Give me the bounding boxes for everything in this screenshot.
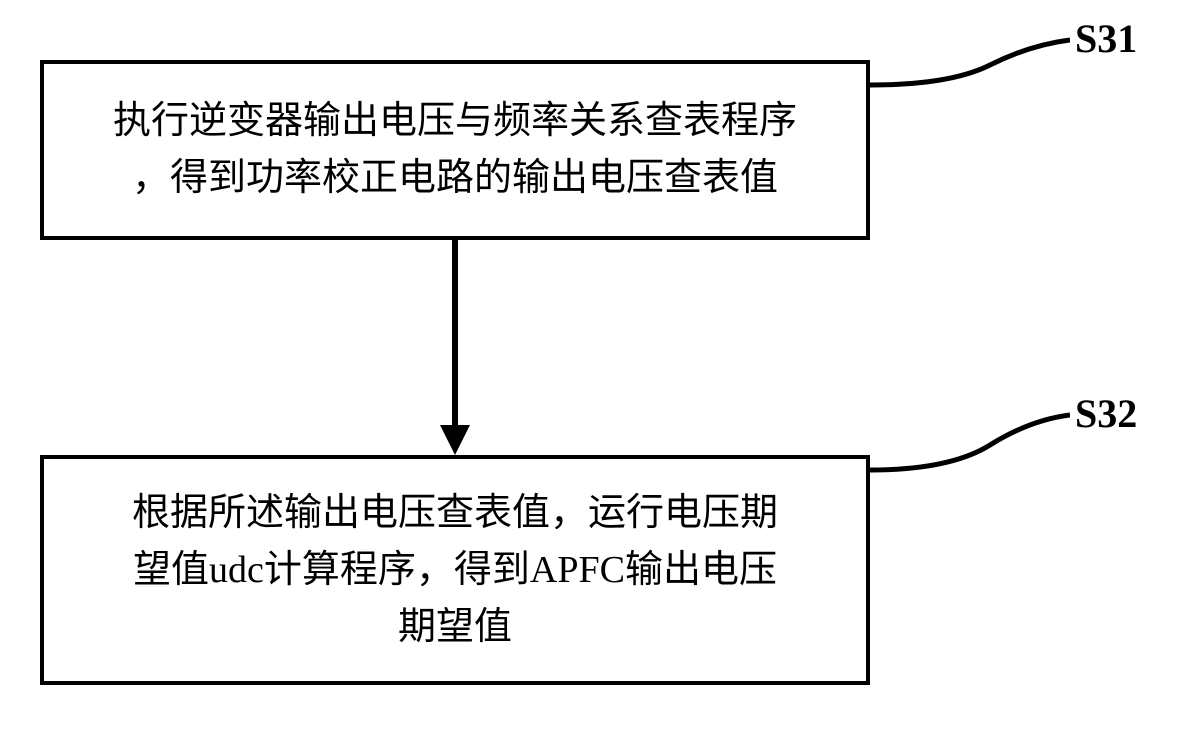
node-s32-line2: 望值udc计算程序，得到APFC输出电压 bbox=[133, 549, 777, 591]
node-s32-line1: 根据所述输出电压查表值，运行电压期 bbox=[132, 492, 778, 534]
flowchart-node-s31: 执行逆变器输出电压与频率关系查表程序 ，得到功率校正电路的输出电压查表值 bbox=[40, 60, 870, 240]
flowchart-node-s32: 根据所述输出电压查表值，运行电压期 望值udc计算程序，得到APFC输出电压 期… bbox=[40, 455, 870, 685]
arrow-line bbox=[452, 240, 458, 435]
node-s31-line2: ，得到功率校正电路的输出电压查表值 bbox=[132, 157, 778, 199]
node-s32-line3: 期望值 bbox=[398, 606, 512, 648]
connector-curve-s32 bbox=[870, 405, 1070, 475]
node-s31-text: 执行逆变器输出电压与频率关系查表程序 ，得到功率校正电路的输出电压查表值 bbox=[113, 93, 797, 207]
arrow-head-icon bbox=[440, 425, 470, 455]
flowchart-container: 执行逆变器输出电压与频率关系查表程序 ，得到功率校正电路的输出电压查表值 S31… bbox=[0, 0, 1189, 747]
node-label-s32: S32 bbox=[1075, 390, 1137, 437]
node-label-s31: S31 bbox=[1075, 15, 1137, 62]
connector-curve-s31 bbox=[870, 30, 1070, 90]
node-s31-line1: 执行逆变器输出电压与频率关系查表程序 bbox=[113, 100, 797, 142]
node-s32-text: 根据所述输出电压查表值，运行电压期 望值udc计算程序，得到APFC输出电压 期… bbox=[132, 485, 778, 656]
